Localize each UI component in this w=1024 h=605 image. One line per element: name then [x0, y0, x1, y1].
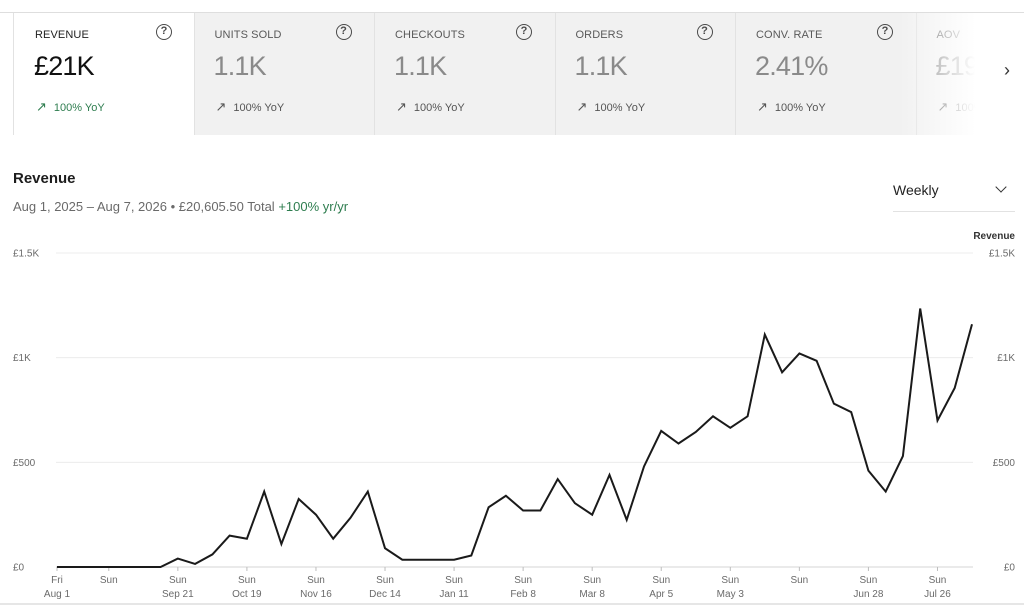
kpi-value: 1.1K: [394, 51, 447, 81]
x-tick-label-date: Jan 11: [439, 589, 469, 600]
y-tick-label-right: £0: [1004, 563, 1016, 574]
kpi-trend-text: 100% YoY: [53, 102, 105, 114]
x-tick-label-day: Sun: [929, 575, 947, 586]
kpi-trend-text: 100% YoY: [413, 102, 465, 114]
period-select-value: Weekly: [893, 182, 939, 198]
x-tick-label-date: Nov 16: [300, 589, 332, 600]
kpi-label: REVENUE: [35, 29, 89, 41]
kpi-trend: ↗ 100% YoY: [757, 99, 826, 115]
question-circle-icon[interactable]: ?: [516, 24, 532, 40]
kpi-label: UNITS SOLD: [214, 29, 282, 41]
chart-title: Revenue: [13, 170, 76, 187]
kpi-strip-fade: [899, 13, 989, 135]
kpi-trend-text: 100% YoY: [594, 102, 646, 114]
total-revenue: £20,605.50 Total: [178, 199, 275, 214]
y-tick-label-left: £1.5K: [13, 249, 39, 260]
x-tick-label-day: Sun: [307, 575, 325, 586]
y-tick-label-right: £1K: [997, 353, 1015, 364]
x-tick-label-date: Apr 5: [649, 589, 673, 600]
kpi-card-units-sold[interactable]: UNITS SOLD 1.1K? ↗ 100% YoY: [194, 13, 375, 135]
top-divider: [0, 12, 1024, 13]
x-tick-label-date: Sep 21: [162, 589, 194, 600]
kpi-card-checkouts[interactable]: CHECKOUTS 1.1K? ↗ 100% YoY: [374, 13, 556, 135]
question-circle-icon[interactable]: ?: [877, 24, 893, 40]
kpi-trend: ↗ 100% YoY: [577, 99, 646, 115]
x-tick-label-day: Sun: [721, 575, 739, 586]
question-circle-icon[interactable]: ?: [156, 24, 172, 40]
kpi-label: CONV. RATE: [756, 29, 823, 41]
x-tick-label-day: Sun: [514, 575, 532, 586]
x-tick-label-date: Jun 28: [853, 589, 883, 600]
kpi-trend: ↗ 100% YoY: [216, 99, 285, 115]
kpi-value: 2.41%: [755, 51, 828, 81]
kpi-trend-text: 100% YoY: [774, 102, 826, 114]
x-tick-label-day: Sun: [238, 575, 256, 586]
revenue-series-line: [57, 308, 973, 568]
date-range: Aug 1, 2025 – Aug 7, 2026: [13, 199, 167, 214]
y-tick-label-left: £500: [13, 458, 36, 469]
kpi-strip: REVENUE £21K? ↗ 100% YoY UNITS SOLD 1.1K? ↗ 100…: [13, 13, 989, 135]
x-tick-label-date: Mar 8: [579, 589, 605, 600]
x-tick-label-day: Sun: [445, 575, 463, 586]
arrow-up-right-icon: ↗: [215, 99, 227, 114]
period-select[interactable]: Weekly: [893, 180, 1015, 212]
x-tick-label-day: Sun: [790, 575, 808, 586]
kpi-card-revenue[interactable]: REVENUE £21K? ↗ 100% YoY: [13, 13, 195, 135]
x-tick-label-day: Sun: [652, 575, 670, 586]
chart-subtitle: Aug 1, 2025 – Aug 7, 2026 • £20,605.50 T…: [13, 199, 348, 214]
chevron-right-icon[interactable]: ›: [1004, 60, 1010, 80]
arrow-up-right-icon: ↗: [757, 99, 768, 114]
x-tick-label-date: Jul 26: [924, 589, 951, 600]
question-circle-icon[interactable]: ?: [696, 24, 713, 40]
y-tick-label-left: £1K: [13, 353, 31, 364]
arrow-up-right-icon: ↗: [576, 99, 588, 114]
x-tick-label-date: Aug 1: [44, 589, 71, 600]
bottom-divider: [0, 603, 1024, 605]
x-tick-label-day: Sun: [169, 575, 187, 586]
x-tick-label-day: Sun: [100, 575, 118, 586]
yoy-change: +100% yr/yr: [278, 199, 349, 214]
arrow-up-right-icon: ↗: [36, 99, 47, 114]
kpi-value: 1.1K: [574, 51, 628, 81]
x-tick-label-day: Sun: [860, 575, 878, 586]
x-tick-label-day: Sun: [583, 575, 601, 586]
y-tick-label-left: £0: [13, 563, 25, 574]
x-tick-label-date: May 3: [717, 589, 745, 600]
kpi-trend: ↗ 100% YoY: [396, 99, 465, 115]
x-tick-label-date: Dec 14: [369, 589, 401, 600]
y-tick-label-right: £500: [993, 458, 1016, 469]
kpi-card-orders[interactable]: ORDERS 1.1K? ↗ 100% YoY: [555, 13, 736, 135]
kpi-label: ORDERS: [575, 29, 624, 41]
x-tick-label-date: Oct 19: [232, 589, 262, 600]
x-tick-label-date: Feb 8: [510, 589, 536, 600]
kpi-value: 1.1K: [213, 51, 267, 81]
separator-dot: •: [170, 199, 176, 214]
kpi-trend-text: 100% YoY: [233, 102, 285, 114]
kpi-value: £21K: [34, 51, 95, 81]
arrow-up-right-icon: ↗: [396, 99, 407, 114]
series-legend: Revenue: [973, 231, 1015, 242]
x-tick-label-day: Fri: [51, 575, 63, 586]
y-tick-label-right: £1.5K: [989, 249, 1015, 260]
question-circle-icon[interactable]: ?: [335, 24, 352, 40]
x-tick-label-day: Sun: [376, 575, 394, 586]
kpi-trend: ↗ 100% YoY: [36, 99, 105, 115]
kpi-label: CHECKOUTS: [395, 29, 465, 41]
kpi-card-conv-rate[interactable]: CONV. RATE 2.41%? ↗ 100% YoY: [735, 13, 917, 135]
